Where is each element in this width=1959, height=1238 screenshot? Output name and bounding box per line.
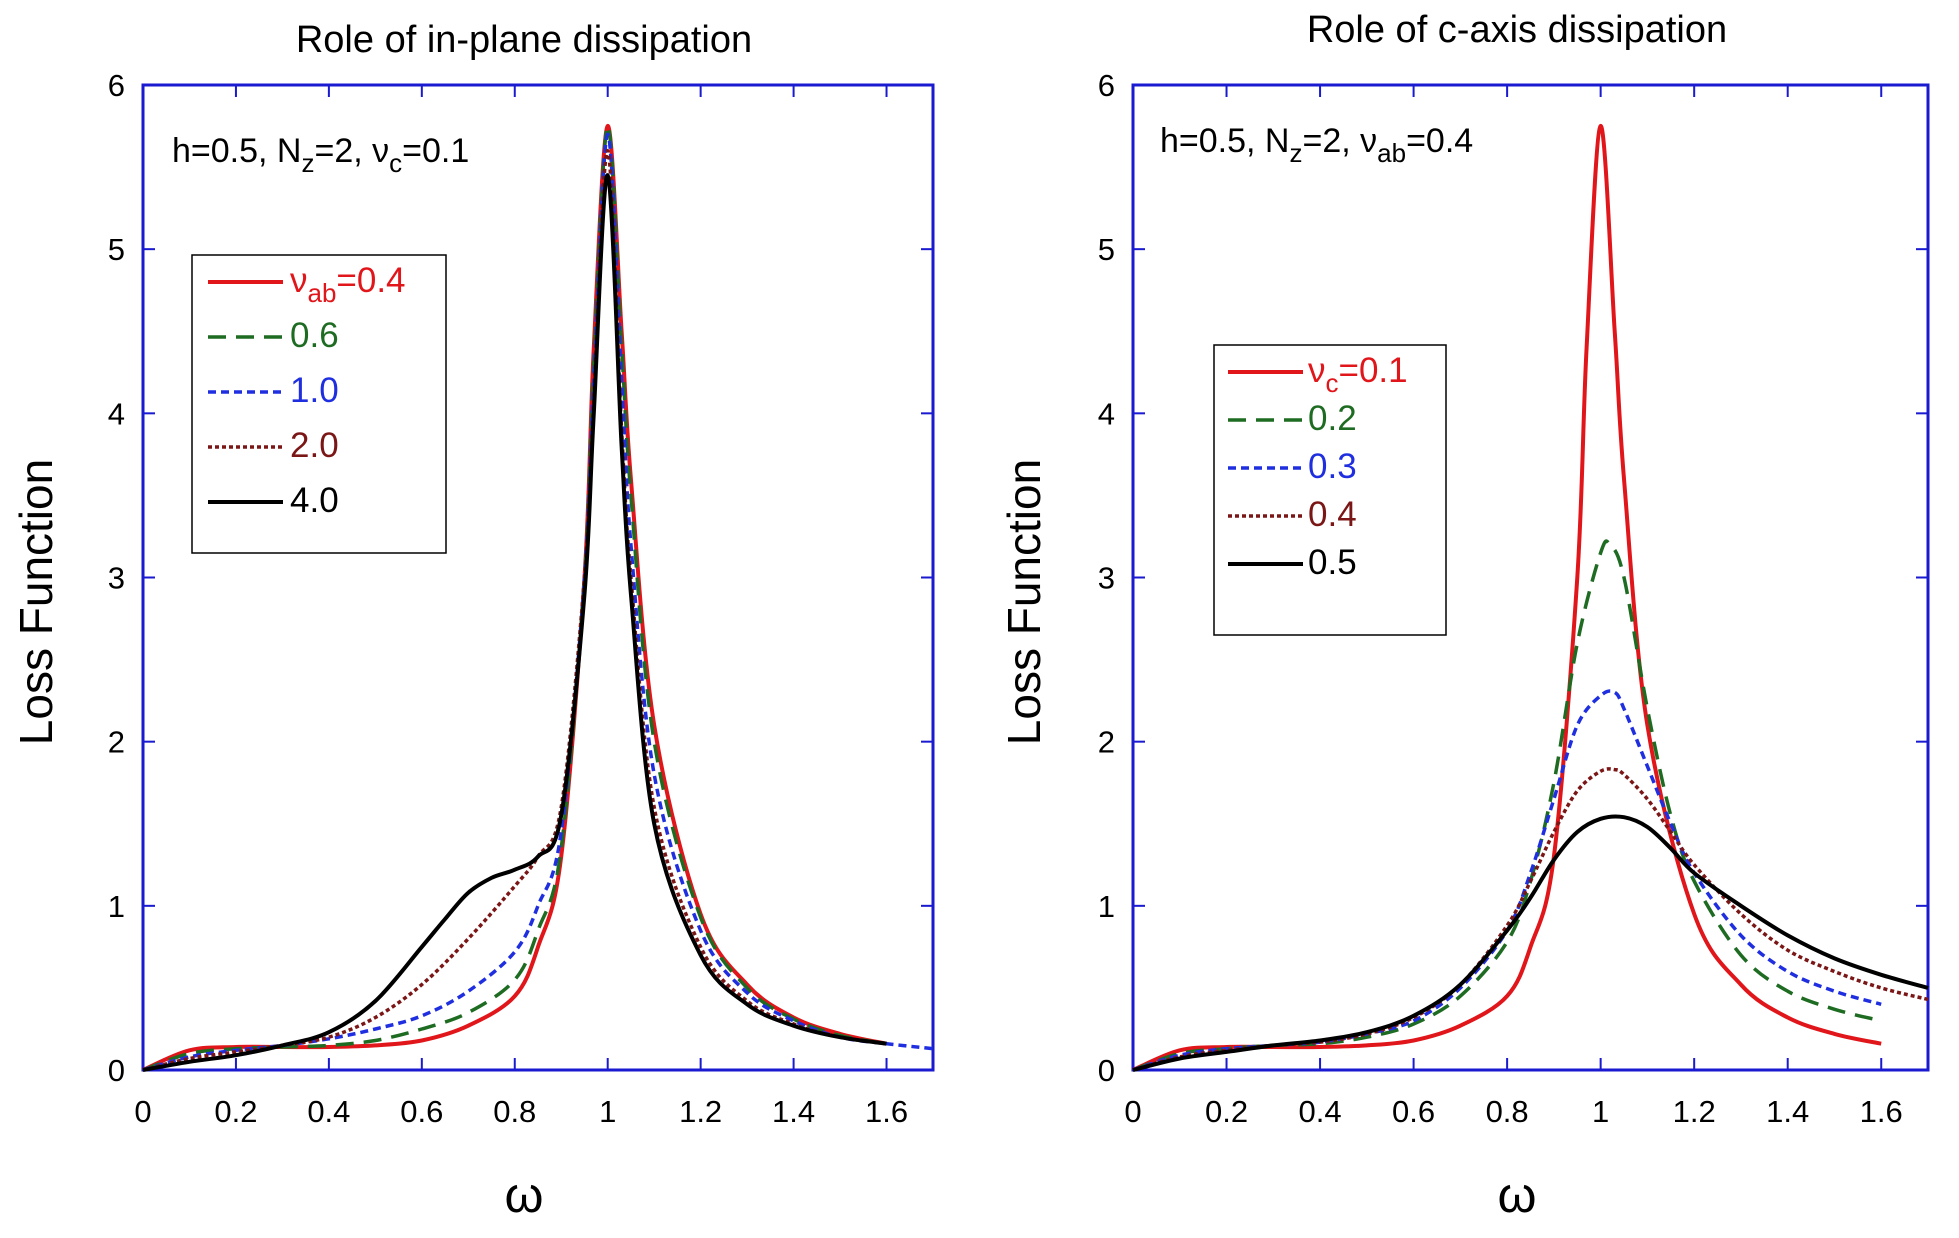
y-tick-label: 0 xyxy=(1098,1053,1115,1088)
y-tick-label: 0 xyxy=(108,1053,125,1088)
series-line-4.0 xyxy=(142,173,887,1072)
legend-label: νab=0.4 xyxy=(290,261,406,308)
legend-label: 0.6 xyxy=(290,316,339,355)
x-tick-label: 1.6 xyxy=(1860,1094,1903,1129)
legend-label: 0.4 xyxy=(1308,495,1357,534)
y-tick-label: 5 xyxy=(108,232,125,267)
chart-in-plane-dissipation: Role of in-plane dissipation 0 0.2 0.4 0.6 0… xyxy=(10,19,935,1223)
legend-label: 4.0 xyxy=(290,481,339,520)
x-tick-label: 0.6 xyxy=(1392,1094,1435,1129)
x-tick-label: 0 xyxy=(1124,1094,1141,1129)
x-axis-label: ω xyxy=(504,1167,543,1223)
x-tick-labels: 0 0.2 0.4 0.6 0.8 1 1.2 1.4 1.6 xyxy=(134,1094,908,1129)
series-line-0.1 xyxy=(1132,123,1882,1072)
x-tick-label: 1.2 xyxy=(1673,1094,1716,1129)
axis-ticks xyxy=(142,84,933,1071)
x-tick-label: 0.4 xyxy=(307,1094,350,1129)
chart-title: Role of in-plane dissipation xyxy=(296,19,752,61)
legend-box xyxy=(1213,344,1447,636)
chart-c-axis-dissipation: Role of c-axis dissipation 0 0.2 0.4 0.6 0.8… xyxy=(998,9,1930,1223)
y-tick-label: 3 xyxy=(1098,561,1115,596)
y-tick-label: 4 xyxy=(1098,396,1115,431)
x-axis-label: ω xyxy=(1497,1167,1536,1223)
chart-title: Role of c-axis dissipation xyxy=(1307,9,1727,51)
x-tick-label: 1 xyxy=(1592,1094,1609,1129)
legend-label: 1.0 xyxy=(290,371,339,410)
x-tick-label: 0.2 xyxy=(214,1094,257,1129)
y-tick-label: 3 xyxy=(108,561,125,596)
y-tick-label: 5 xyxy=(1098,232,1115,267)
parameter-annotation: h=0.5, Nz=2, νc=0.1 xyxy=(172,132,469,178)
legend-label: νc=0.1 xyxy=(1308,351,1408,398)
legend-label: 2.0 xyxy=(290,426,339,465)
series-line-0.3 xyxy=(1132,689,1882,1072)
x-tick-label: 0 xyxy=(134,1094,151,1129)
legend-label: 0.5 xyxy=(1308,543,1357,582)
legend: νab=0.4 0.6 1.0 2.0 4.0 xyxy=(208,261,406,520)
x-tick-label: 0.8 xyxy=(493,1094,536,1129)
x-tick-label: 0.2 xyxy=(1205,1094,1248,1129)
y-axis-label: Loss Function xyxy=(10,459,62,745)
x-tick-label: 1.6 xyxy=(865,1094,908,1129)
legend-label: 0.3 xyxy=(1308,447,1357,486)
parameter-annotation: h=0.5, Nz=2, νab=0.4 xyxy=(1160,122,1473,168)
series-line-0.5 xyxy=(1132,814,1929,1072)
y-tick-labels: 0 1 2 3 4 5 6 xyxy=(108,68,125,1088)
x-tick-label: 1.4 xyxy=(1766,1094,1809,1129)
axis-ticks xyxy=(1132,84,1928,1071)
y-tick-label: 2 xyxy=(1098,725,1115,760)
y-tick-label: 6 xyxy=(1098,68,1115,103)
y-tick-label: 1 xyxy=(1098,889,1115,924)
y-tick-label: 4 xyxy=(108,396,125,431)
legend-label: 0.2 xyxy=(1308,399,1357,438)
x-tick-labels: 0 0.2 0.4 0.6 0.8 1 1.2 1.4 1.6 xyxy=(1124,1094,1902,1129)
x-tick-label: 1 xyxy=(599,1094,616,1129)
series-lines xyxy=(1132,123,1929,1072)
y-tick-label: 1 xyxy=(108,889,125,924)
legend: νc=0.10.2 0.3 0.4 0.5 xyxy=(1228,351,1408,582)
x-tick-label: 1.4 xyxy=(772,1094,815,1129)
x-tick-label: 0.8 xyxy=(1486,1094,1529,1129)
series-lines xyxy=(142,123,934,1072)
y-tick-label: 6 xyxy=(108,68,125,103)
y-tick-label: 2 xyxy=(108,725,125,760)
y-tick-labels: 0 1 2 3 4 5 6 xyxy=(1098,68,1115,1088)
x-tick-label: 0.6 xyxy=(400,1094,443,1129)
x-tick-label: 0.4 xyxy=(1299,1094,1342,1129)
x-tick-label: 1.2 xyxy=(679,1094,722,1129)
y-axis-label: Loss Function xyxy=(998,459,1050,745)
plot-frame xyxy=(141,83,935,1072)
